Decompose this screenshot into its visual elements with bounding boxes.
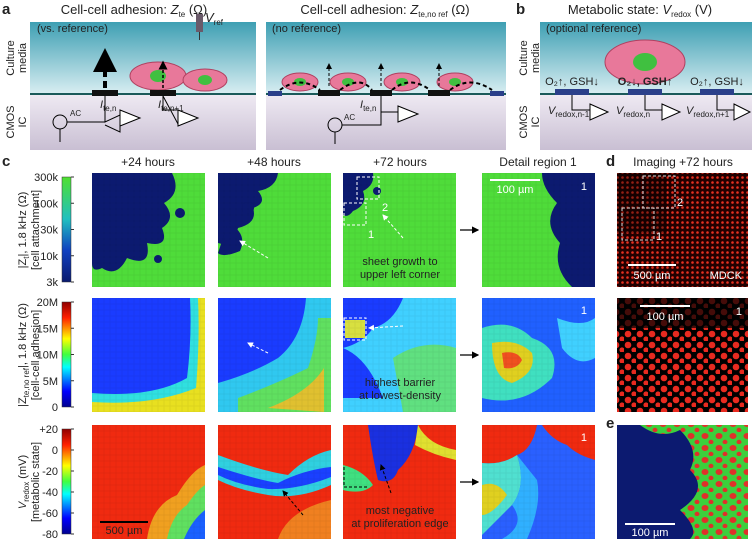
- panel-title: Cell-cell adhesion: Zte,no ref (Ω): [300, 2, 469, 19]
- heatmap: [218, 425, 331, 539]
- colorbar: [61, 428, 72, 535]
- note: (optional reference): [546, 23, 641, 35]
- colorbar-tick-label: -20: [42, 466, 58, 478]
- current-label: Ite,n: [360, 99, 376, 113]
- panel-title: Metabolic state: Vredox (V): [568, 2, 712, 19]
- micrograph: [617, 425, 748, 539]
- schematic: [266, 22, 506, 150]
- note: (vs. reference): [37, 23, 108, 35]
- heatmap: [482, 298, 595, 412]
- heatmap: [343, 425, 456, 539]
- scale-bar-label: 100 µm: [497, 184, 534, 196]
- side-label: CMOSIC: [5, 106, 29, 139]
- region-label: 1: [656, 231, 662, 243]
- micrograph: [617, 298, 748, 412]
- annotation: most negative: [366, 505, 434, 517]
- voltage-label: Vredox,n-1: [548, 105, 590, 119]
- panel-label: b: [516, 1, 525, 18]
- column-header: Detail region 1: [499, 155, 577, 169]
- current-label: Ite,n: [100, 99, 116, 113]
- colorbar: [61, 301, 72, 408]
- region-label: 1: [581, 432, 587, 444]
- region-label: 1: [581, 181, 587, 193]
- side-label: Culturemedia: [5, 40, 29, 75]
- region-label: 2: [677, 197, 683, 209]
- chemistry: O₂↑, GSH↓: [545, 76, 599, 88]
- row-label: |Zt|, 1.8 kHz (Ω): [17, 192, 31, 269]
- row-label: [cell-cell adhesion]: [30, 310, 42, 401]
- ref-label: Vref: [205, 10, 224, 27]
- column-header: Imaging +72 hours: [633, 155, 733, 169]
- row-label: Vredox (mV): [17, 455, 31, 509]
- chemistry: O₂↑, GSH↓: [690, 76, 744, 88]
- heatmap: [92, 173, 205, 287]
- colorbar-tick-label: -60: [42, 508, 58, 520]
- colorbar-tick-label: 0: [52, 402, 58, 414]
- panel-label: c: [2, 153, 10, 170]
- panel-label: a: [2, 1, 11, 18]
- annotation: at proliferation edge: [351, 518, 448, 530]
- ac-label: AC: [70, 109, 81, 118]
- colorbar-tick-label: 0: [52, 445, 58, 457]
- heatmap: [92, 298, 205, 412]
- micrograph: [617, 173, 748, 287]
- colorbar-tick-label: 10k: [40, 251, 58, 263]
- heatmap: [218, 298, 331, 412]
- row-label: [cell attachment]: [30, 190, 42, 270]
- schematic: [30, 14, 256, 150]
- side-label: Culturemedia: [518, 40, 542, 75]
- side-label: CMOSIC: [518, 106, 542, 139]
- colorbar-tick-label: 20M: [37, 297, 58, 309]
- row-label: [metabolic state]: [30, 442, 42, 522]
- region-label: 1: [736, 306, 742, 318]
- schematic: [540, 22, 752, 150]
- heatmap: [343, 173, 456, 287]
- colorbar-tick-label: 5M: [43, 376, 58, 388]
- colorbar: [61, 176, 72, 283]
- current-label: Ite,n+1: [158, 99, 184, 113]
- colorbar-tick-label: 15M: [37, 323, 58, 335]
- arrows: [460, 226, 480, 486]
- colorbar-tick-label: 3k: [46, 277, 58, 289]
- region-label: 1: [581, 305, 587, 317]
- colorbar-tick-label: +20: [39, 424, 58, 436]
- ac-label: AC: [344, 113, 355, 122]
- scale-bar-label: 500 µm: [634, 270, 671, 282]
- scale-bar-label: 100 µm: [647, 311, 684, 323]
- colorbar-tick-label: -80: [42, 529, 58, 541]
- heatmap: [343, 298, 456, 412]
- heatmap: [482, 425, 595, 539]
- scale-bar-label: 100 µm: [632, 527, 669, 539]
- annotation: highest barrier: [365, 377, 436, 389]
- annotation: sheet growth to: [362, 256, 437, 268]
- column-header: +24 hours: [121, 155, 175, 169]
- column-header: +48 hours: [247, 155, 301, 169]
- panel-label: d: [606, 153, 615, 170]
- colorbar-tick-label: 100k: [34, 198, 58, 210]
- chemistry: O₂↓, GSH↑: [618, 76, 672, 88]
- colorbar-tick-label: 30k: [40, 225, 58, 237]
- heatmap: [218, 173, 331, 287]
- region-label: 1: [368, 229, 374, 241]
- region-label: 2: [382, 202, 388, 214]
- heatmap: [482, 173, 595, 287]
- voltage-label: Vredox,n+1: [686, 105, 730, 119]
- annotation: at lowest-density: [359, 390, 441, 402]
- colorbar-tick-label: -40: [42, 487, 58, 499]
- voltage-label: Vredox,n: [616, 105, 650, 119]
- annotation: upper left corner: [360, 269, 440, 281]
- cell-line: MDCK: [710, 270, 743, 282]
- panel-label: e: [606, 415, 614, 432]
- scale-bar-label: 500 µm: [106, 525, 143, 537]
- colorbar-tick-label: 300k: [34, 172, 58, 184]
- heatmap: [92, 425, 205, 539]
- column-header: +72 hours: [373, 155, 427, 169]
- note: (no reference): [272, 23, 341, 35]
- panel-title: Cell-cell adhesion: Zte (Ω): [61, 2, 207, 19]
- colorbar-tick-label: 10M: [37, 350, 58, 362]
- row-label: |Zte,no ref|, 1.8 kHz (Ω): [17, 303, 31, 407]
